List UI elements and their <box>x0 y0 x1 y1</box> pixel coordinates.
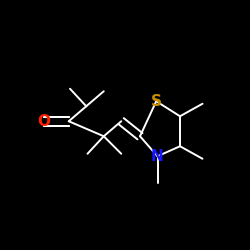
Text: O: O <box>37 114 50 129</box>
Text: S: S <box>151 94 162 109</box>
Text: N: N <box>151 149 164 164</box>
